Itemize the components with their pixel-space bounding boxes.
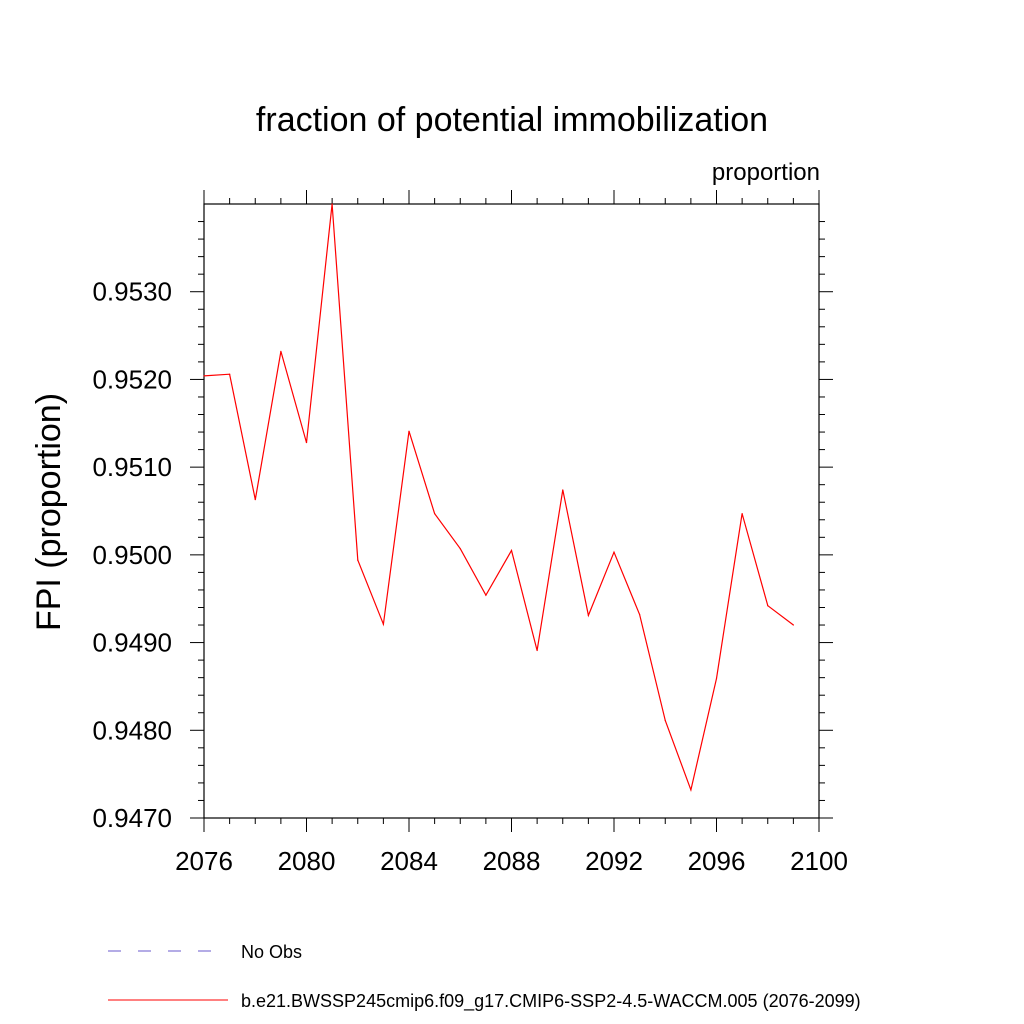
x-tick-label: 2088 [483,846,541,876]
units-label: proportion [712,159,820,186]
series-point [510,549,513,552]
x-tick-label: 2092 [585,846,643,876]
x-tick-label: 2096 [688,846,746,876]
series-point [459,548,461,550]
series-point [690,789,692,791]
series-point [254,498,256,501]
series-point [792,624,794,626]
legend-label: No Obs [241,942,302,962]
series-point [613,551,615,553]
x-tick-label: 2076 [175,846,233,876]
series-point [331,203,333,205]
y-tick-label: 0.9480 [92,715,172,745]
series-layer [203,203,794,792]
series-point [587,614,589,616]
series-point [305,441,308,444]
y-tick-label: 0.9520 [92,364,172,394]
series-point [408,430,410,432]
y-tick-label: 0.9530 [92,277,172,307]
series-point [280,350,282,352]
series-line [203,203,794,792]
axis-tick-labels: 2076 2080 2084 2088 2092 2096 2100 0.9470 0.9480… [92,277,847,876]
series-point [715,677,718,680]
y-tick-label: 0.9470 [92,803,172,833]
series-point [434,513,436,515]
series-point [741,513,743,515]
x-tick-label: 2100 [790,846,848,876]
axis-ticks [190,190,833,832]
chart-title: fraction of potential immobilization [256,101,768,139]
y-tick-label: 0.9500 [92,540,172,570]
series-point [664,720,666,722]
x-tick-label: 2080 [278,846,336,876]
series-point [357,559,359,561]
y-tick-label: 0.9490 [92,628,172,658]
series-point [485,594,487,596]
legend: No Obs b.e21.BWSSP245cmip6.f09_g17.CMIP6-… [108,942,861,1012]
y-tick-label: 0.9510 [92,452,172,482]
legend-label: b.e21.BWSSP245cmip6.f09_g17.CMIP6-SSP2-4… [241,991,861,1012]
series-point [767,605,769,607]
x-tick-label: 2084 [380,846,438,876]
series-point [203,375,205,377]
y-axis-label: FPI (proportion) [30,393,68,631]
plot-frame [203,203,820,819]
series-point [229,373,231,375]
series-point [562,489,564,491]
series-point [536,649,538,652]
series-point [382,623,384,625]
series-point [639,613,641,616]
